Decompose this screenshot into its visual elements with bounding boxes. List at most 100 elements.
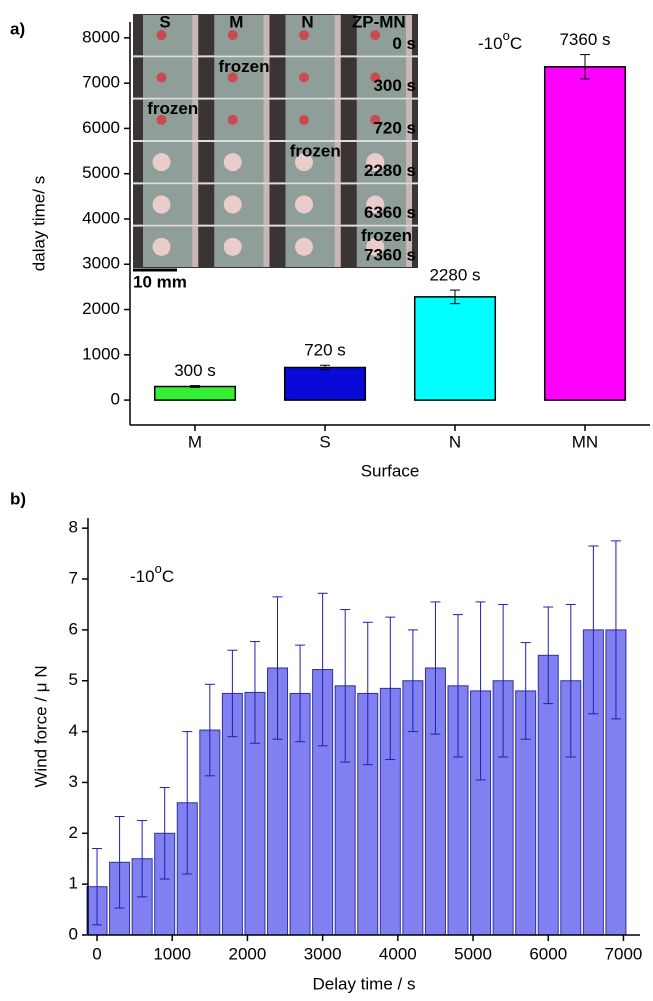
droplet [152, 237, 171, 256]
inset-cell-edge [192, 15, 199, 56]
inset-cell-edge [406, 226, 412, 267]
droplet [223, 195, 242, 214]
inset-column-label: S [159, 12, 170, 31]
bar [283, 366, 367, 401]
inset-cell [214, 57, 266, 98]
x-tick-label: MN [572, 432, 598, 451]
inset-cell-edge [334, 184, 341, 225]
y-tick-label: 6 [69, 619, 78, 638]
inset-cell [285, 99, 337, 140]
droplet [366, 237, 385, 256]
inset-cell-edge [406, 142, 412, 183]
value-label: 720 s [304, 341, 346, 360]
droplet [370, 30, 381, 41]
droplet [299, 72, 309, 83]
x-tick-label: 4000 [379, 944, 417, 963]
droplet [295, 153, 313, 172]
inset-cell-edge [263, 15, 270, 56]
value-label: 300 s [174, 361, 216, 380]
y-tick-label: 4 [69, 721, 78, 740]
inset-cell [356, 99, 408, 140]
inset-cell-edge [406, 184, 412, 225]
inset-cell-edge [334, 57, 341, 98]
inset-cell [285, 57, 337, 98]
inset-cell-edge [406, 57, 412, 98]
droplet [156, 114, 167, 125]
y-tick-label: 7 [69, 569, 78, 588]
y-tick-label: 3000 [82, 254, 120, 273]
inset-cell-edge [192, 142, 199, 183]
inset-frozen-label: frozen [147, 99, 198, 118]
inset-cell-edge [192, 184, 199, 225]
x-tick-label: N [449, 432, 461, 451]
droplet [227, 30, 238, 41]
annotation-unit: C [510, 34, 522, 53]
x-tick-label: 6000 [529, 944, 567, 963]
droplet [152, 153, 171, 172]
bar [413, 296, 497, 401]
droplet [152, 195, 171, 214]
x-tick-label: M [188, 432, 202, 451]
y-tick-label: 5 [69, 670, 78, 689]
inset-cell-edge [406, 99, 412, 140]
inset-cell [285, 15, 337, 56]
x-tick-label: 5000 [454, 944, 492, 963]
inset-cell-edge [192, 226, 199, 267]
droplet [299, 114, 309, 125]
x-axis-label: Delay time / s [313, 974, 416, 993]
y-tick-label: 6000 [82, 118, 120, 137]
inset-frozen-label: frozen [361, 226, 412, 245]
x-tick-label: 2000 [229, 944, 267, 963]
annotation-text: -10 [130, 567, 155, 586]
inset-cell-edge [406, 15, 412, 56]
inset-time-label: 0 s [392, 34, 416, 53]
y-tick-label: 2000 [82, 299, 120, 318]
y-tick-label: 3 [69, 772, 78, 791]
droplet [227, 114, 238, 125]
droplet [370, 114, 381, 125]
value-label: 7360 s [559, 30, 610, 49]
scale-label: 10 mm [133, 272, 187, 291]
y-axis-label: dalay time/ s [29, 176, 48, 271]
inset-cell [143, 15, 195, 56]
x-tick-label: 3000 [304, 944, 342, 963]
inset-time-label: 300 s [373, 76, 416, 95]
y-tick-label: 7000 [82, 73, 120, 92]
inset-cell-edge [263, 99, 270, 140]
x-tick-label: 0 [92, 944, 101, 963]
inset-column-label: ZP-MN [352, 12, 406, 31]
droplet [223, 153, 242, 172]
droplet [223, 237, 242, 256]
droplet [295, 237, 313, 256]
y-tick-label: 5000 [82, 163, 120, 182]
inset-cell-edge [263, 226, 270, 267]
droplet [227, 72, 238, 83]
droplet [156, 30, 167, 41]
inset-cell [143, 57, 195, 98]
value-label: 2280 s [429, 266, 480, 285]
x-tick-label: S [319, 432, 330, 451]
droplet [366, 153, 385, 172]
droplet [156, 72, 167, 83]
inset-cell-edge [263, 184, 270, 225]
droplet [299, 30, 309, 41]
y-tick-label: 1000 [82, 344, 120, 363]
inset-cell-edge [334, 15, 341, 56]
annotation-sup: o [155, 561, 162, 576]
inset-time-label: 6360 s [364, 203, 416, 222]
y-tick-label: 0 [69, 924, 78, 943]
panel-label: b) [10, 489, 26, 508]
annotation: -10oC [130, 561, 174, 586]
panel-label: a) [10, 19, 25, 38]
inset-cell [143, 99, 195, 140]
y-tick-label: 2 [69, 823, 78, 842]
annotation-sup: o [503, 28, 510, 43]
annotation-text: -10 [478, 34, 503, 53]
bar [543, 66, 627, 401]
inset-cell [214, 15, 266, 56]
inset-cell [356, 57, 408, 98]
inset-cell-edge [263, 57, 270, 98]
inset-column-label: M [229, 12, 243, 31]
inset-time-label: 720 s [373, 118, 416, 137]
x-tick-label: 1000 [153, 944, 191, 963]
